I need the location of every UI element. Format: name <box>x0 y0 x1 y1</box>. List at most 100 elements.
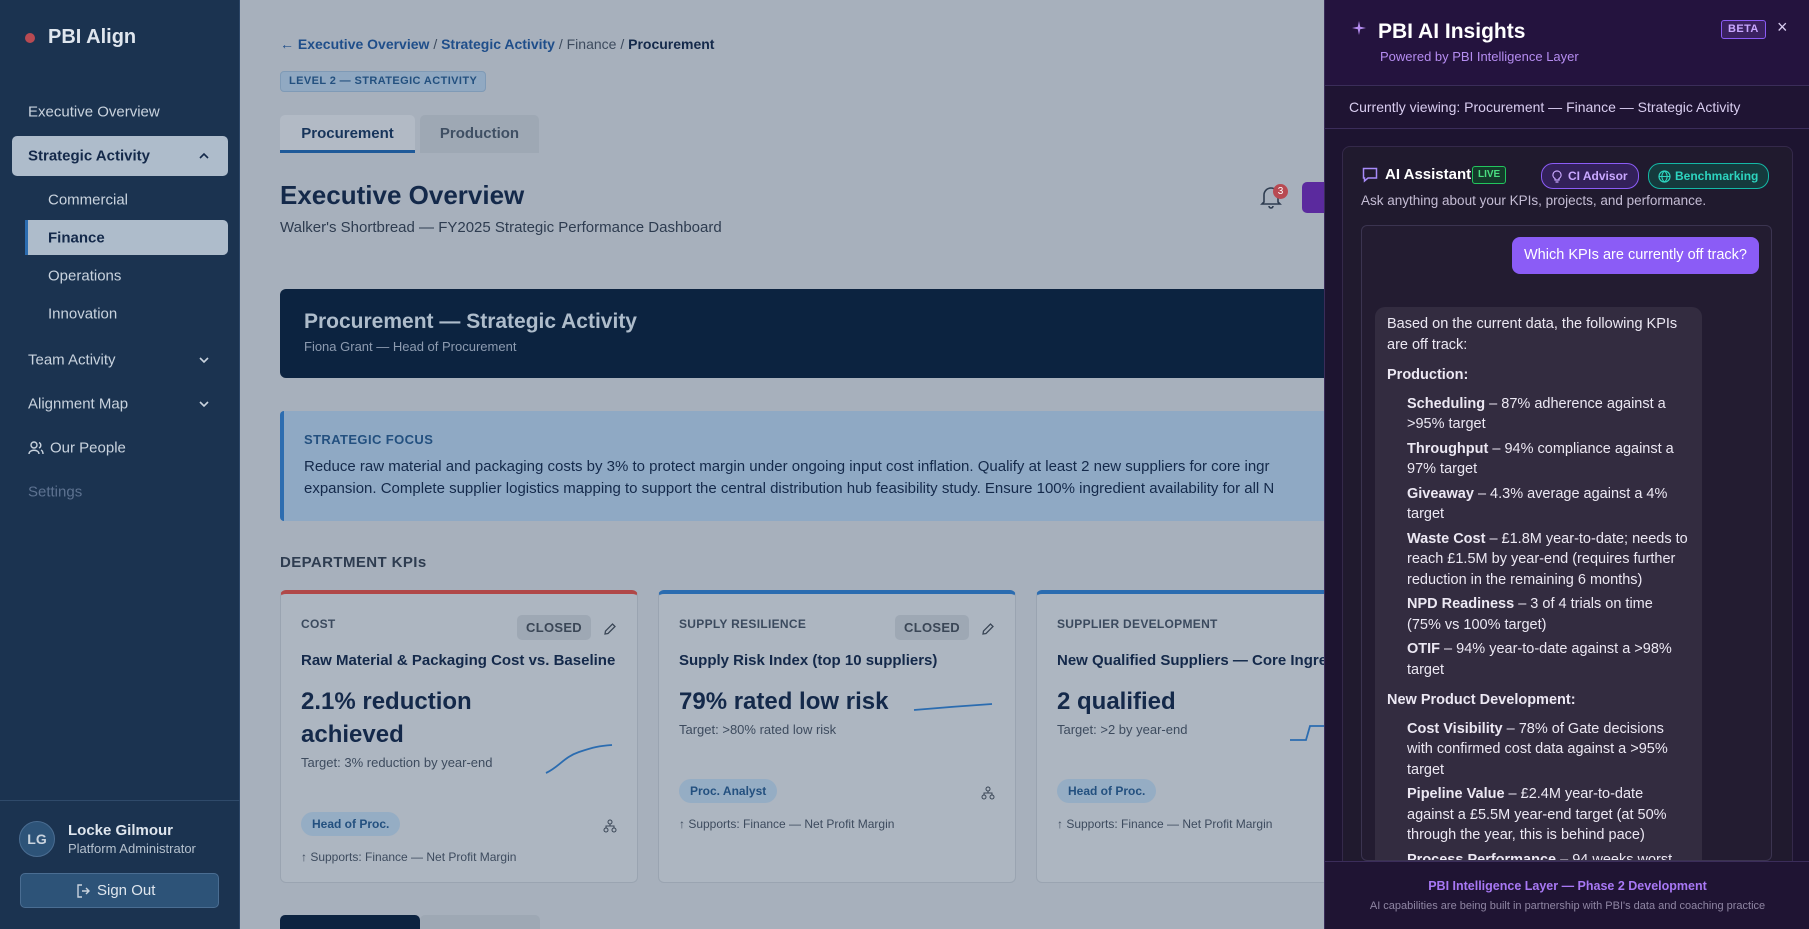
nav-selected <box>25 220 228 255</box>
kpi-card[interactable]: SUPPLY RESILIENCE CLOSED Supply Risk Index… <box>658 590 1016 883</box>
item-name: Giveaway <box>1407 485 1474 502</box>
item-name: OTIF <box>1407 641 1441 657</box>
kpi-card[interactable]: COST CLOSED Raw Material & Packaging Cost … <box>280 590 638 883</box>
chevron-down <box>199 401 209 408</box>
banner-subtitle: Fiona Grant — Head of Procurement <box>304 339 517 354</box>
breadcrumb-link[interactable]: Strategic Activity <box>441 36 555 52</box>
item-name: Waste Cost <box>1407 530 1486 547</box>
kpi-value: 2 qualified <box>1057 688 1176 715</box>
kpi-value: 2.1% reduction achieved <box>301 688 472 748</box>
nav-item[interactable]: Strategic Activity <box>28 147 150 165</box>
nav-item[interactable]: Team Activity <box>28 351 116 369</box>
kpi-title: New Qualified Suppliers — Core Ingre <box>1057 652 1328 669</box>
sign-out-button[interactable]: Sign Out <box>20 873 219 908</box>
beta-badge: BETA <box>1721 20 1766 39</box>
chevron-down <box>199 357 209 364</box>
item-text: – 78% of Gate decisions with confirmed c… <box>1407 720 1668 778</box>
kpi-title: Supply Risk Index (top 10 suppliers) <box>679 652 938 669</box>
assistant-message: Based on the current data, the following… <box>1375 307 1702 861</box>
sign-out-icon <box>77 884 90 898</box>
context-bar: Currently viewing: Procurement — Finance… <box>1325 87 1809 129</box>
nav-subitem[interactable]: Finance <box>48 229 105 247</box>
page-subtitle: Walker's Shortbread — FY2025 Strategic P… <box>280 219 722 236</box>
nav-item[interactable]: Our People <box>50 439 126 457</box>
answer-intro: Based on the current data, the following… <box>1387 316 1678 353</box>
panel-subtitle: Powered by PBI Intelligence Layer <box>1380 49 1579 64</box>
focus-label: STRATEGIC FOCUS <box>304 432 434 447</box>
tab[interactable]: Production <box>420 115 539 153</box>
item-text: – 94% compliance against a 97% target <box>1407 440 1674 478</box>
sparkle-icon <box>1352 21 1366 35</box>
ci-advisor-button[interactable]: CI Advisor <box>1541 163 1639 189</box>
bulb-icon <box>1552 170 1562 183</box>
banner: Procurement — Strategic Activity Fiona G… <box>280 289 1324 378</box>
sparkline <box>545 744 613 774</box>
assistant-title: AI Assistant <box>1385 166 1472 183</box>
answer-item: Pipeline Value – £2.4M year-to-date agai… <box>1407 784 1690 846</box>
breadcrumb-separator: / <box>620 36 625 52</box>
ai-panel: PBI AI Insights Powered by PBI Intellige… <box>1324 0 1809 929</box>
kpi-supports: ↑ Supports: Finance — Net Profit Margin <box>679 817 895 831</box>
item-name: NPD Readiness <box>1407 596 1515 612</box>
answer-item: NPD Readiness – 3 of 4 trials on time (7… <box>1407 594 1690 635</box>
breadcrumb-item: Finance <box>566 36 617 52</box>
kpi-heading: DEPARTMENT KPIs <box>280 554 427 571</box>
kpi-target: Target: >80% rated low risk <box>679 722 837 737</box>
panel-header <box>1325 0 1809 86</box>
kpi-owner: Head of Proc. <box>1057 779 1157 803</box>
live-badge: LIVE <box>1472 166 1507 184</box>
brand: PBI Align <box>48 26 137 48</box>
answer-heading: New Product Development: <box>1387 692 1576 708</box>
nav-item[interactable]: Executive Overview <box>28 103 160 121</box>
close-button[interactable]: × <box>1777 17 1788 37</box>
tab-active[interactable]: Procurement <box>280 115 415 153</box>
hierarchy-icon <box>603 819 617 833</box>
nav-subitem[interactable]: Operations <box>48 267 122 285</box>
footer-title: PBI Intelligence Layer — Phase 2 Develop… <box>1428 879 1707 893</box>
benchmarking-label: Benchmarking <box>1675 169 1759 183</box>
panel-footer: PBI Intelligence Layer — Phase 2 Develop… <box>1325 861 1809 929</box>
nav-item[interactable]: Settings <box>28 483 83 501</box>
benchmarking-button[interactable]: Benchmarking <box>1648 163 1770 189</box>
chevron-up <box>199 152 209 159</box>
strategic-focus: STRATEGIC FOCUS Reduce raw material and … <box>280 411 1324 521</box>
answer-item: Cost Visibility – 78% of Gate decisions … <box>1407 719 1690 781</box>
kpi-target: Target: >2 by year-end <box>1057 722 1188 737</box>
chat-icon <box>1362 167 1378 183</box>
tab-partial <box>420 915 540 929</box>
nav-subitem[interactable]: Innovation <box>48 305 118 323</box>
avatar: LG <box>19 821 55 857</box>
main: ← Executive Overview / Strategic Activit… <box>240 0 1423 929</box>
panel-title: PBI AI Insights <box>1378 20 1526 43</box>
nav-item[interactable]: Alignment Map <box>28 395 129 413</box>
kpi-status: CLOSED <box>517 615 591 640</box>
item-text: – 4.3% average against a 4% target <box>1407 485 1668 523</box>
item-name: Scheduling <box>1407 395 1486 412</box>
item-name: Pipeline Value <box>1407 786 1505 802</box>
focus-text: expansion. Complete supplier logistics m… <box>304 480 1275 497</box>
breadcrumb-separator: / <box>433 36 438 52</box>
people-icon <box>28 441 44 455</box>
chat-area: Which KPIs are currently off track? Base… <box>1361 225 1772 861</box>
item-text: – 94% year-to-date against a >98% target <box>1407 641 1672 678</box>
answer-item: Waste Cost – £1.8M year-to-date; needs t… <box>1407 529 1690 591</box>
kpi-category: SUPPLIER DEVELOPMENT <box>1057 617 1218 631</box>
edit-icon <box>982 623 994 635</box>
breadcrumb-link[interactable]: ← Executive Overview <box>280 36 430 52</box>
page-title: Executive Overview <box>280 180 525 210</box>
kpi-supports: ↑ Supports: Finance — Net Profit Margin <box>301 850 517 864</box>
edit-icon <box>604 623 616 635</box>
answer-item: Giveaway – 4.3% average against a 4% tar… <box>1407 484 1690 525</box>
user-name: Locke Gilmour <box>68 822 174 839</box>
kpi-category: COST <box>301 617 336 631</box>
nav-subitem[interactable]: Commercial <box>48 191 129 209</box>
answer-item: Throughput – 94% compliance against a 97… <box>1407 439 1690 480</box>
globe-icon <box>1658 170 1671 183</box>
item-text: – £1.8M year-to-date; needs to reach £1.… <box>1407 530 1688 588</box>
item-text: – 94 weeks worst <box>1556 851 1673 861</box>
hierarchy-icon <box>981 786 995 800</box>
breadcrumb: ← Executive Overview / Strategic Activit… <box>280 36 714 52</box>
context-text: Currently viewing: Procurement — Finance… <box>1349 99 1741 115</box>
answer-item: Process Performance – 94 weeks worst <box>1407 850 1690 861</box>
